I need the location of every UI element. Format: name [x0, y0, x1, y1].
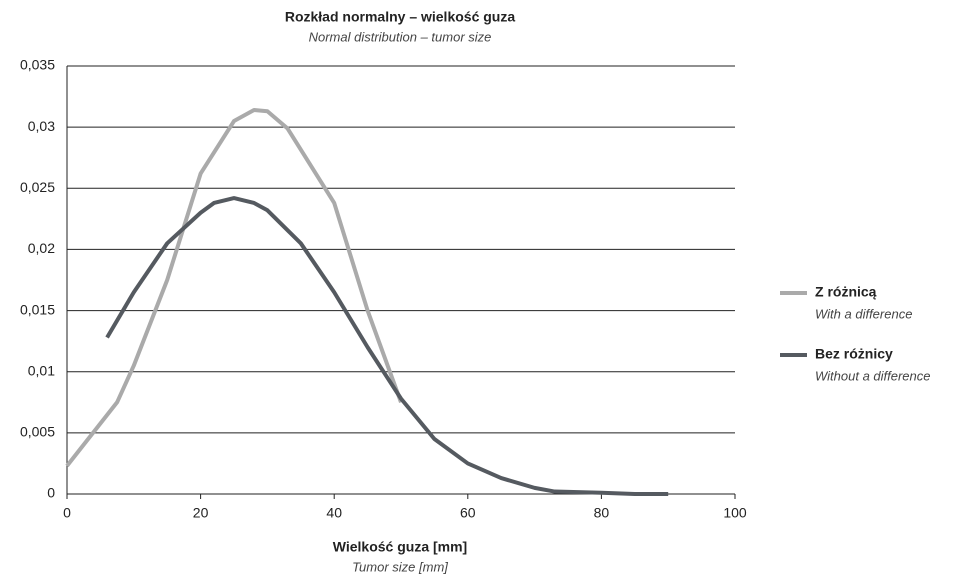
y-tick-label: 0 [47, 485, 55, 501]
legend-label: Bez różnicy [815, 346, 893, 362]
x-tick-label: 40 [326, 505, 342, 521]
legend-label-translation: With a difference [815, 306, 912, 321]
y-tick-label: 0,03 [28, 118, 55, 134]
x-tick-label: 100 [723, 505, 747, 521]
x-tick-label: 60 [460, 505, 476, 521]
y-tick-label: 0,025 [20, 179, 55, 195]
x-tick-label: 0 [63, 505, 71, 521]
y-tick-label: 0,02 [28, 240, 55, 256]
y-tick-label: 0,035 [20, 57, 55, 73]
series-line [65, 108, 403, 468]
x-tick-label: 80 [594, 505, 610, 521]
chart-title: Rozkład normalny – wielkość guza [285, 9, 516, 25]
x-axis-label-translation: Tumor size [mm] [352, 559, 448, 574]
chart-subtitle: Normal distribution – tumor size [309, 29, 492, 44]
y-tick-label: 0,015 [20, 301, 55, 317]
legend-label: Z różnicą [815, 284, 877, 300]
legend-label-translation: Without a difference [815, 368, 931, 383]
x-axis-label: Wielkość guza [mm] [333, 539, 467, 555]
y-tick-label: 0,01 [28, 362, 55, 378]
x-tick-label: 20 [193, 505, 209, 521]
y-tick-label: 0,005 [20, 424, 55, 440]
series-line [105, 196, 669, 496]
